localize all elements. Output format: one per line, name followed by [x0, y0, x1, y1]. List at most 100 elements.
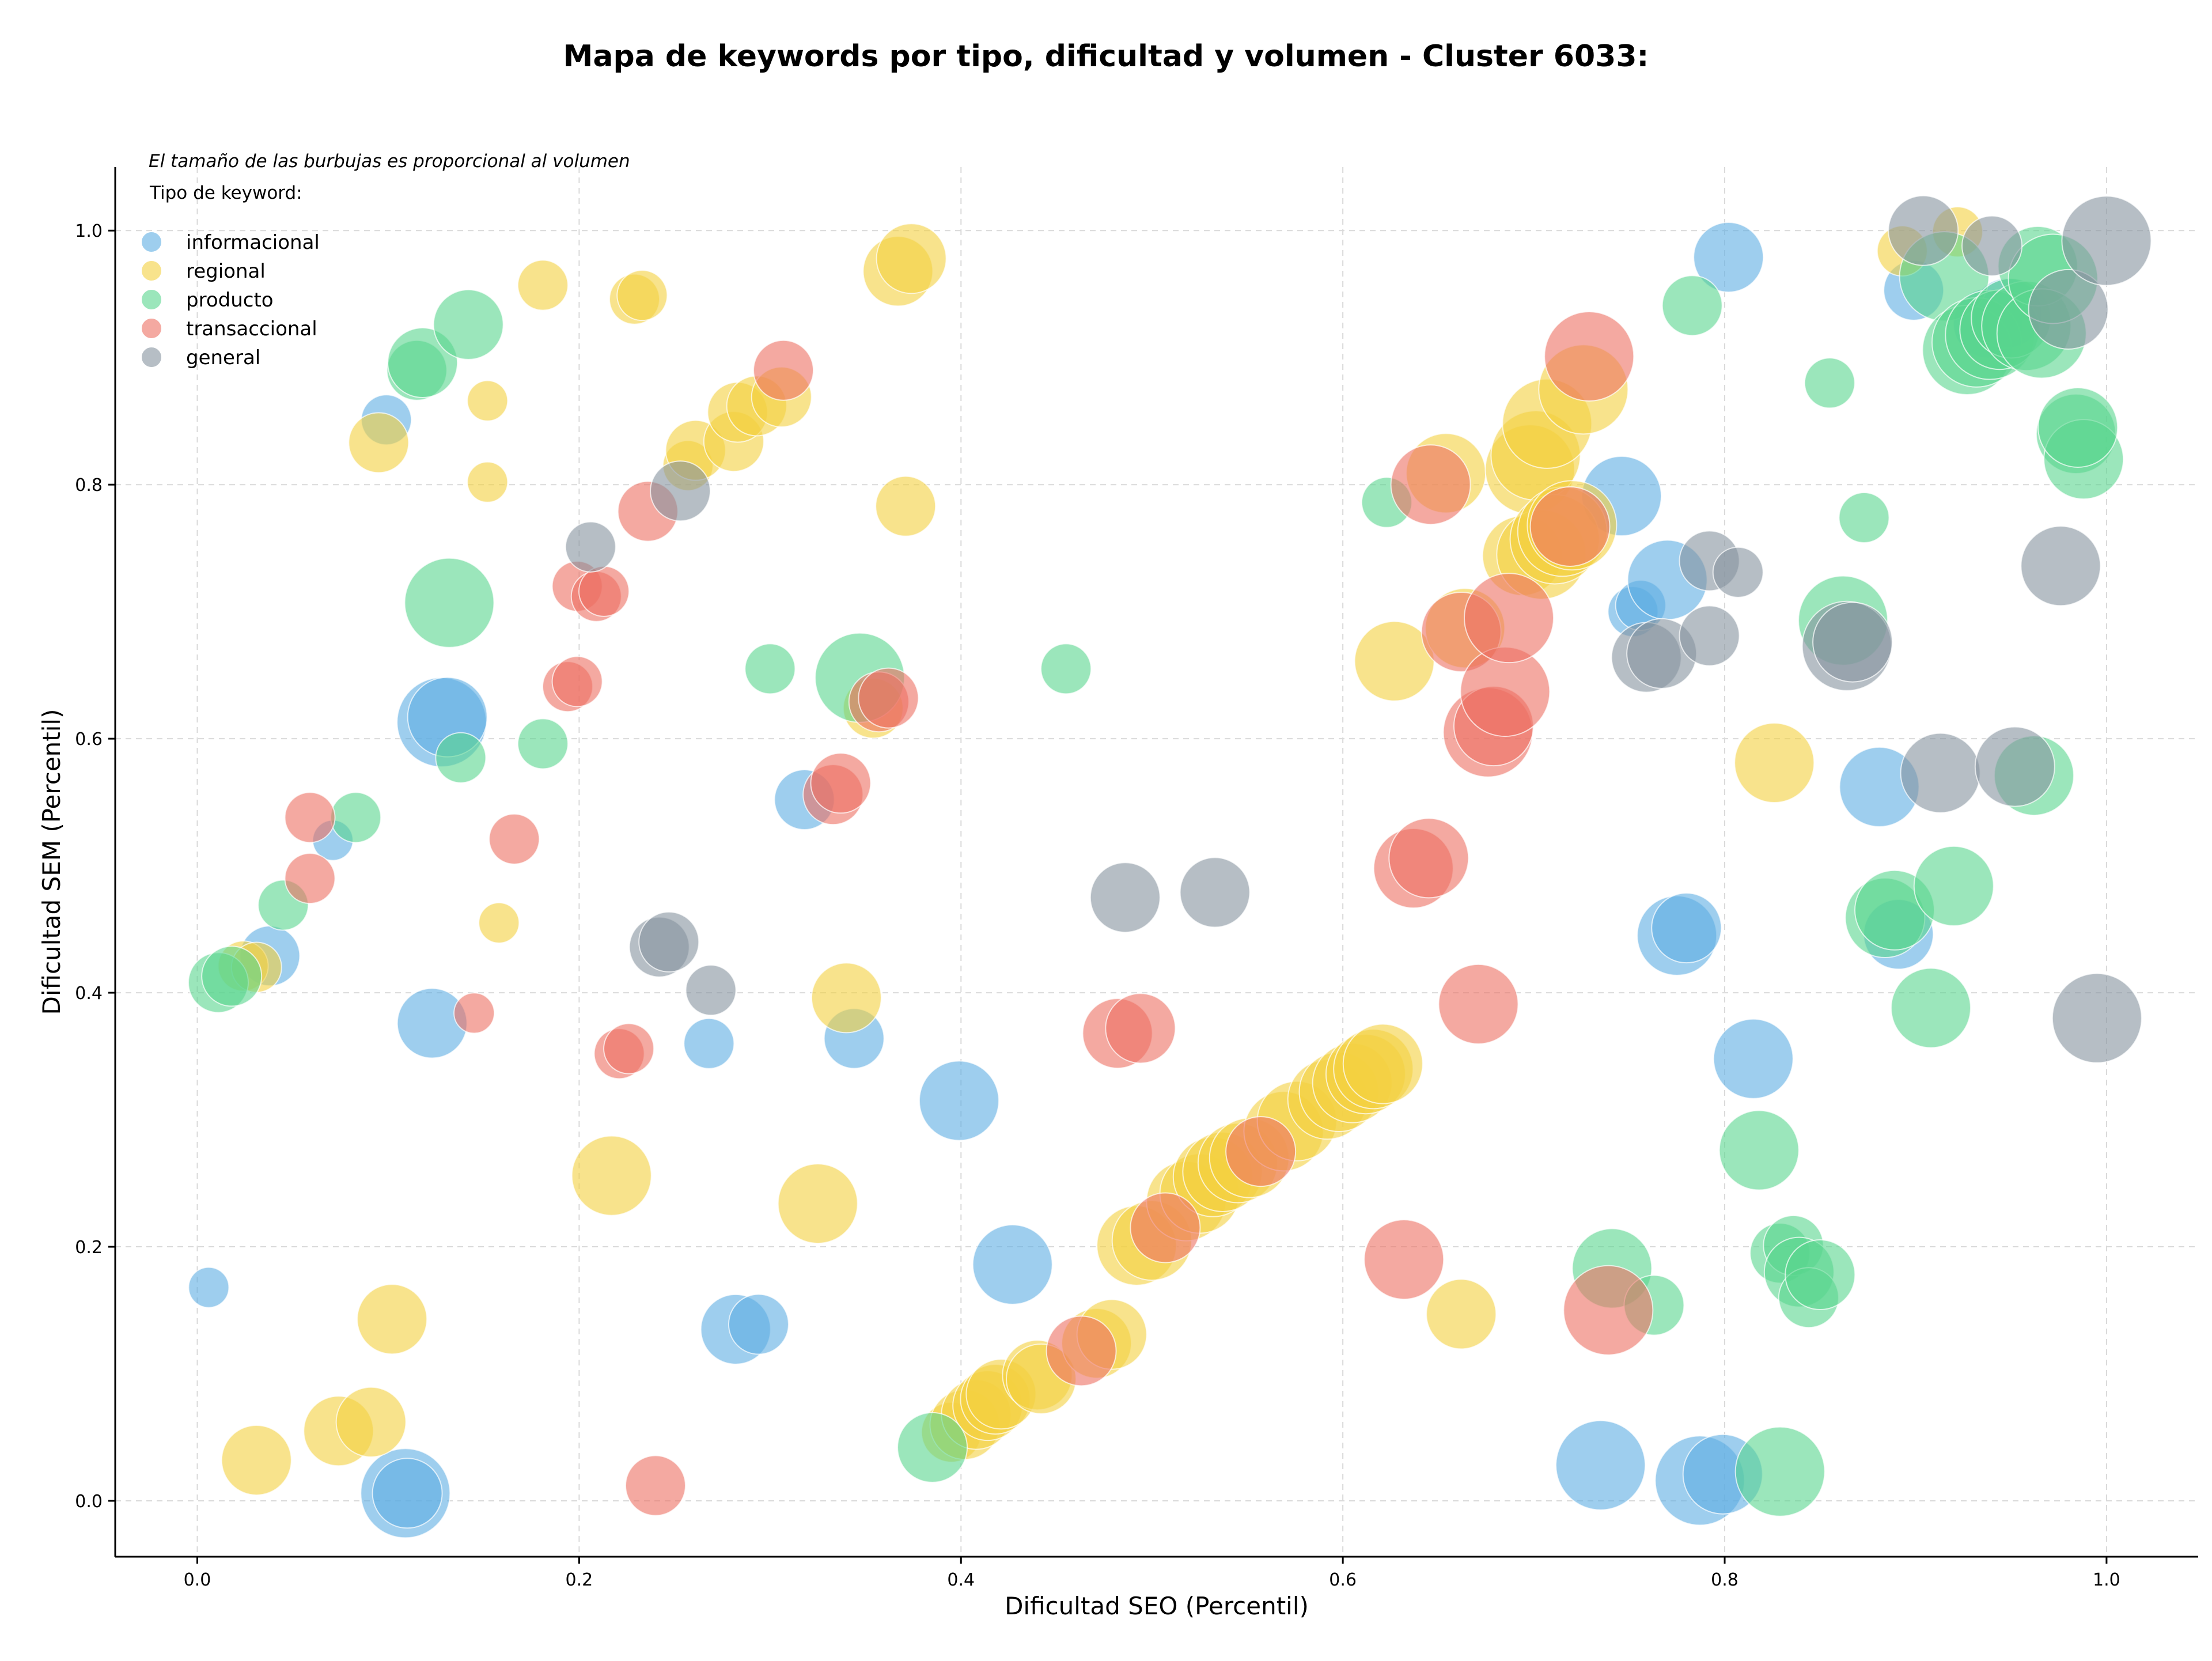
legend-title: Tipo de keyword:: [149, 183, 302, 203]
bubble-transaccional: [284, 792, 336, 843]
legend-label: regional: [186, 260, 266, 283]
bubble-transaccional: [1390, 444, 1471, 525]
y-tick-label: 0.6: [75, 729, 103, 750]
bubble-regional: [221, 1424, 292, 1496]
bubble-producto: [404, 557, 495, 648]
bubbles: [187, 195, 2152, 1539]
bubble-transaccional: [1529, 486, 1611, 567]
bubble-informacional: [1555, 1420, 1646, 1511]
bubble-transaccional: [624, 1455, 686, 1516]
bubble-informacional: [683, 1017, 735, 1069]
bubble-regional: [467, 461, 509, 503]
legend-item-producto: producto: [141, 289, 274, 312]
bubble-regional: [875, 475, 937, 537]
series-general: [565, 195, 2152, 1064]
y-tick-label: 0.0: [75, 1492, 103, 1512]
bubble-producto: [1734, 1426, 1825, 1517]
bubble-transaccional: [488, 813, 540, 865]
x-tick-label: 0.8: [1711, 1570, 1738, 1590]
bubble-regional: [1734, 722, 1815, 804]
bubble-transaccional: [1046, 1315, 1117, 1387]
bubble-transaccional: [1363, 1219, 1445, 1300]
bubble-regional: [517, 259, 569, 311]
bubble-producto: [1890, 967, 1971, 1049]
bubble-regional: [810, 962, 882, 1034]
bubble-regional: [1342, 1023, 1423, 1104]
bubble-general: [565, 521, 616, 573]
legend-item-regional: regional: [141, 260, 266, 283]
bubble-general: [638, 911, 700, 973]
bubble-transaccional: [284, 853, 336, 905]
legend-marker: [141, 317, 162, 339]
series-producto: [187, 225, 2124, 1517]
bubble-producto: [2037, 387, 2119, 468]
bubble-transaccional: [453, 992, 495, 1034]
bubble-transaccional: [1225, 1116, 1297, 1187]
bubble-producto: [1804, 357, 1855, 409]
bubble-general: [650, 460, 711, 522]
bubble-transaccional: [603, 1023, 655, 1074]
bubble-regional: [1426, 1278, 1497, 1350]
bubble-general: [2028, 268, 2109, 350]
bubble-transaccional: [1563, 1265, 1654, 1356]
x-tick-label: 0.0: [184, 1570, 211, 1590]
bubble-producto: [1040, 643, 1092, 695]
bubble-producto: [1661, 275, 1723, 336]
legend-item-general: general: [141, 346, 260, 369]
bubble-general: [1961, 215, 2023, 277]
y-tick-label: 0.2: [75, 1238, 103, 1258]
bubble-transaccional: [1130, 1192, 1201, 1263]
bubble-regional: [876, 223, 947, 294]
bubble-general: [2061, 195, 2152, 286]
x-axis-label: Dificultad SEO (Percentil): [1005, 1592, 1309, 1620]
bubble-informacional: [188, 1266, 230, 1308]
bubble-transaccional: [858, 667, 919, 729]
bubble-general: [2051, 973, 2142, 1064]
bubble-regional: [616, 270, 668, 321]
bubble-informacional: [372, 1458, 443, 1529]
y-tick-label: 0.4: [75, 983, 103, 1004]
bubble-regional: [777, 1163, 858, 1244]
legend-marker: [141, 231, 162, 253]
bubble-general: [685, 964, 737, 1016]
legend-label: general: [186, 346, 260, 369]
legend-label: informacional: [186, 231, 320, 254]
bubble-regional: [357, 1284, 428, 1355]
bubble-producto: [1785, 1239, 1856, 1311]
bubble-regional: [348, 412, 410, 474]
y-axis-label: Dificultad SEM (Percentil): [37, 709, 66, 1015]
legend-marker: [141, 260, 162, 282]
bubble-informacional: [972, 1224, 1053, 1305]
bubble-regional: [467, 380, 509, 422]
bubble-transaccional: [1105, 993, 1176, 1064]
legend: Tipo de keyword: informacional regional pr…: [141, 183, 320, 369]
bubble-producto: [330, 792, 382, 843]
bubble-producto: [1838, 492, 1890, 544]
bubble-general: [1179, 857, 1251, 928]
y-tick-label: 1.0: [75, 221, 103, 241]
legend-marker: [141, 289, 162, 311]
bubble-general: [1679, 605, 1740, 667]
bubble-producto: [897, 1412, 968, 1483]
y-axis-ticks: 0.0 0.2 0.4 0.6 0.8 1.0: [75, 221, 115, 1512]
bubble-producto: [435, 732, 487, 784]
bubble-informacional: [1693, 222, 1764, 293]
bubble-general: [2020, 525, 2101, 607]
legend-items: informacional regional producto transaccion…: [141, 231, 320, 369]
bubble-transaccional: [551, 656, 603, 707]
series-transaccional: [284, 311, 1654, 1516]
bubble-transaccional: [753, 339, 815, 401]
bubble-general: [1888, 195, 1959, 266]
bubble-general: [1812, 601, 1893, 683]
bubble-informacional: [728, 1293, 789, 1355]
bubble-transaccional: [1464, 573, 1555, 664]
bubble-transaccional: [1544, 311, 1635, 402]
bubble-transaccional: [1438, 963, 1519, 1045]
legend-marker: [141, 346, 162, 368]
size-note: El tamaño de las burbujas es proporciona…: [149, 151, 630, 172]
legend-label: transaccional: [186, 317, 317, 340]
bubble-producto: [1913, 845, 1994, 926]
x-axis-ticks: 0.0 0.2 0.4 0.6 0.8 1.0: [184, 1557, 2120, 1590]
y-tick-label: 0.8: [75, 475, 103, 495]
